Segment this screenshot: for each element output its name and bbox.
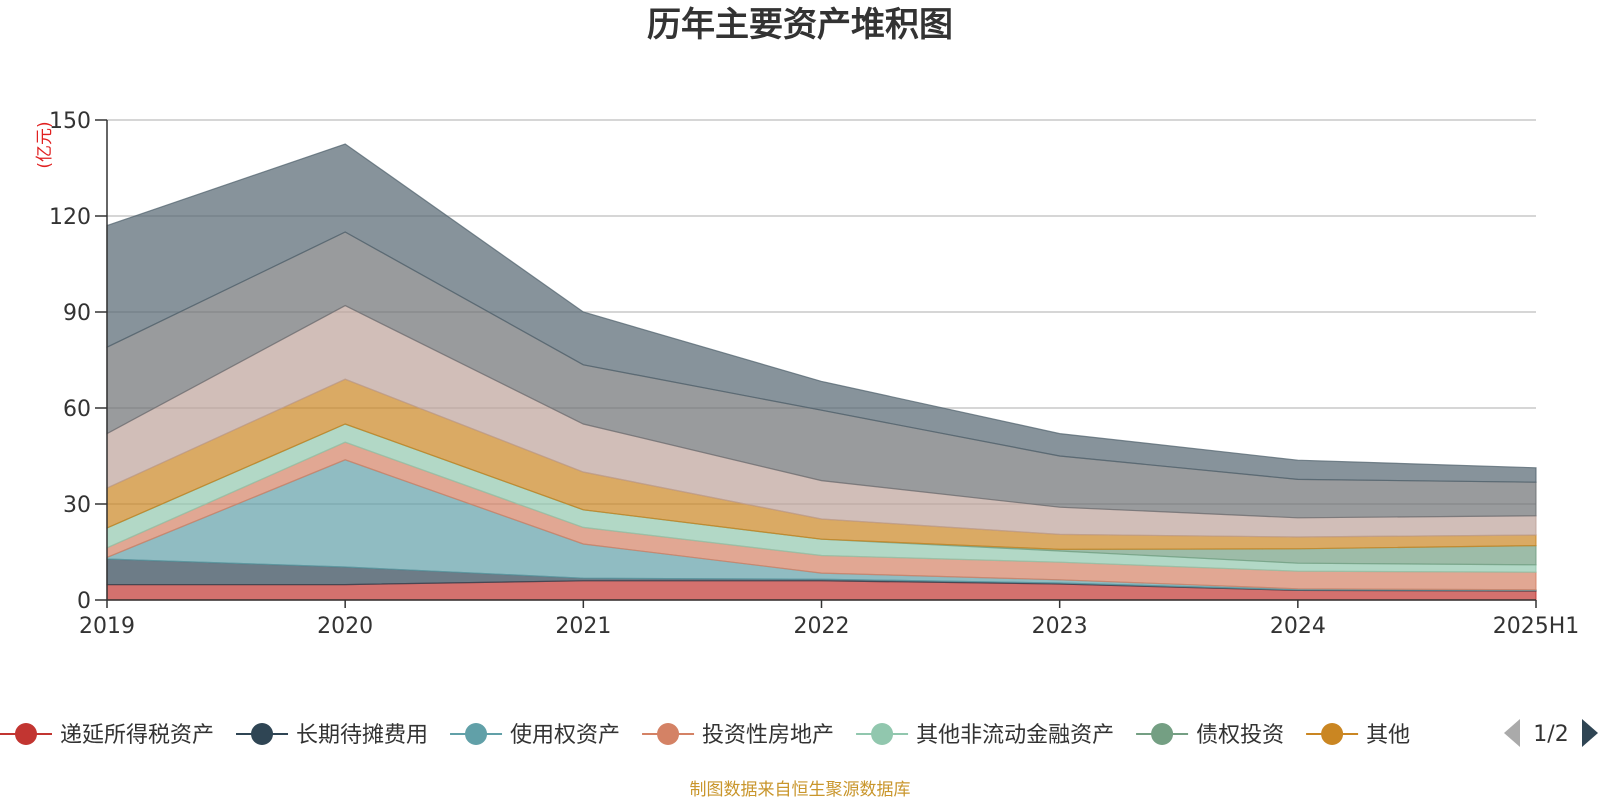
x-tick-label: 2024 [1270,614,1326,639]
legend-pager: 1/2 [1504,719,1598,747]
legend-item-3[interactable]: 投资性房地产 [642,723,834,748]
legend-label: 投资性房地产 [702,723,834,748]
legend-label: 债权投资 [1196,723,1284,748]
area-series-9 [106,143,1537,483]
y-tick-label: 30 [63,493,91,518]
x-tick-label: 2022 [794,614,850,639]
legend-label: 其他 [1366,723,1410,748]
legend-item-0[interactable]: 递延所得税资产 [0,723,214,748]
legend-next-arrow-icon[interactable] [1582,719,1598,747]
legend-item-6[interactable]: 其他 [1306,723,1410,748]
x-tick-label: 2020 [317,614,373,639]
x-tick-label: 2023 [1032,614,1088,639]
y-tick-label: 90 [63,301,91,326]
y-tick-label: 0 [77,589,91,614]
legend-item-4[interactable]: 其他非流动金融资产 [856,723,1114,748]
legend-label: 长期待摊费用 [296,723,428,748]
y-tick-label: 150 [49,109,91,134]
legend-label: 使用权资产 [510,723,620,748]
legend-dot-icon [15,723,37,745]
legend-item-2[interactable]: 使用权资产 [450,723,620,748]
legend-item-5[interactable]: 债权投资 [1136,723,1284,748]
legend-prev-arrow-icon[interactable] [1504,719,1520,747]
y-tick-label: 120 [49,205,91,230]
legend-dot-icon [657,723,680,745]
data-source-note: 制图数据来自恒生聚源数据库 [690,780,911,800]
legend-label: 递延所得税资产 [60,723,214,748]
legend-dot-icon [1321,723,1344,745]
x-tick-label: 2025H1 [1493,614,1580,639]
x-tick-label: 2021 [555,614,611,639]
legend-dot-icon [465,723,488,745]
axes: 0 30 60 90 120 150 2019 2020 2021 2022 2023 2024 202… [49,109,1579,639]
legend-dot-icon [1151,723,1174,745]
y-axis-unit: (亿元) [35,121,55,168]
x-tick-label: 2019 [79,614,135,639]
legend-dot-icon [871,723,894,745]
legend-page-indicator: 1/2 [1533,722,1568,747]
chart-title: 历年主要资产堆积图 [647,5,953,45]
legend-label: 其他非流动金融资产 [916,723,1114,748]
legend-dot-icon [251,723,274,745]
legend: 递延所得税资产 长期待摊费用 使用权资产 投资性房地产 其他非流动金融资产 债权投资 其他 [0,723,1410,748]
area-series [106,143,1537,601]
y-tick-label: 60 [63,397,91,422]
legend-item-1[interactable]: 长期待摊费用 [236,723,428,748]
